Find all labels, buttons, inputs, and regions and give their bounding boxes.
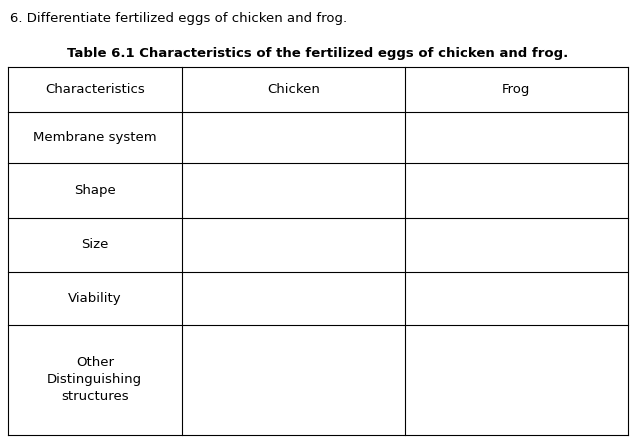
Text: Other
Distinguishing
structures: Other Distinguishing structures bbox=[47, 357, 142, 404]
Text: 6. Differentiate fertilized eggs of chicken and frog.: 6. Differentiate fertilized eggs of chic… bbox=[10, 12, 347, 25]
Text: Frog: Frog bbox=[502, 83, 530, 96]
Text: Size: Size bbox=[81, 239, 109, 251]
Text: Characteristics: Characteristics bbox=[45, 83, 144, 96]
Text: Membrane system: Membrane system bbox=[33, 131, 156, 144]
Text: Chicken: Chicken bbox=[266, 83, 320, 96]
Text: Shape: Shape bbox=[74, 184, 116, 197]
Text: Table 6.1 Characteristics of the fertilized eggs of chicken and frog.: Table 6.1 Characteristics of the fertili… bbox=[67, 47, 569, 60]
Text: Viability: Viability bbox=[68, 292, 121, 305]
